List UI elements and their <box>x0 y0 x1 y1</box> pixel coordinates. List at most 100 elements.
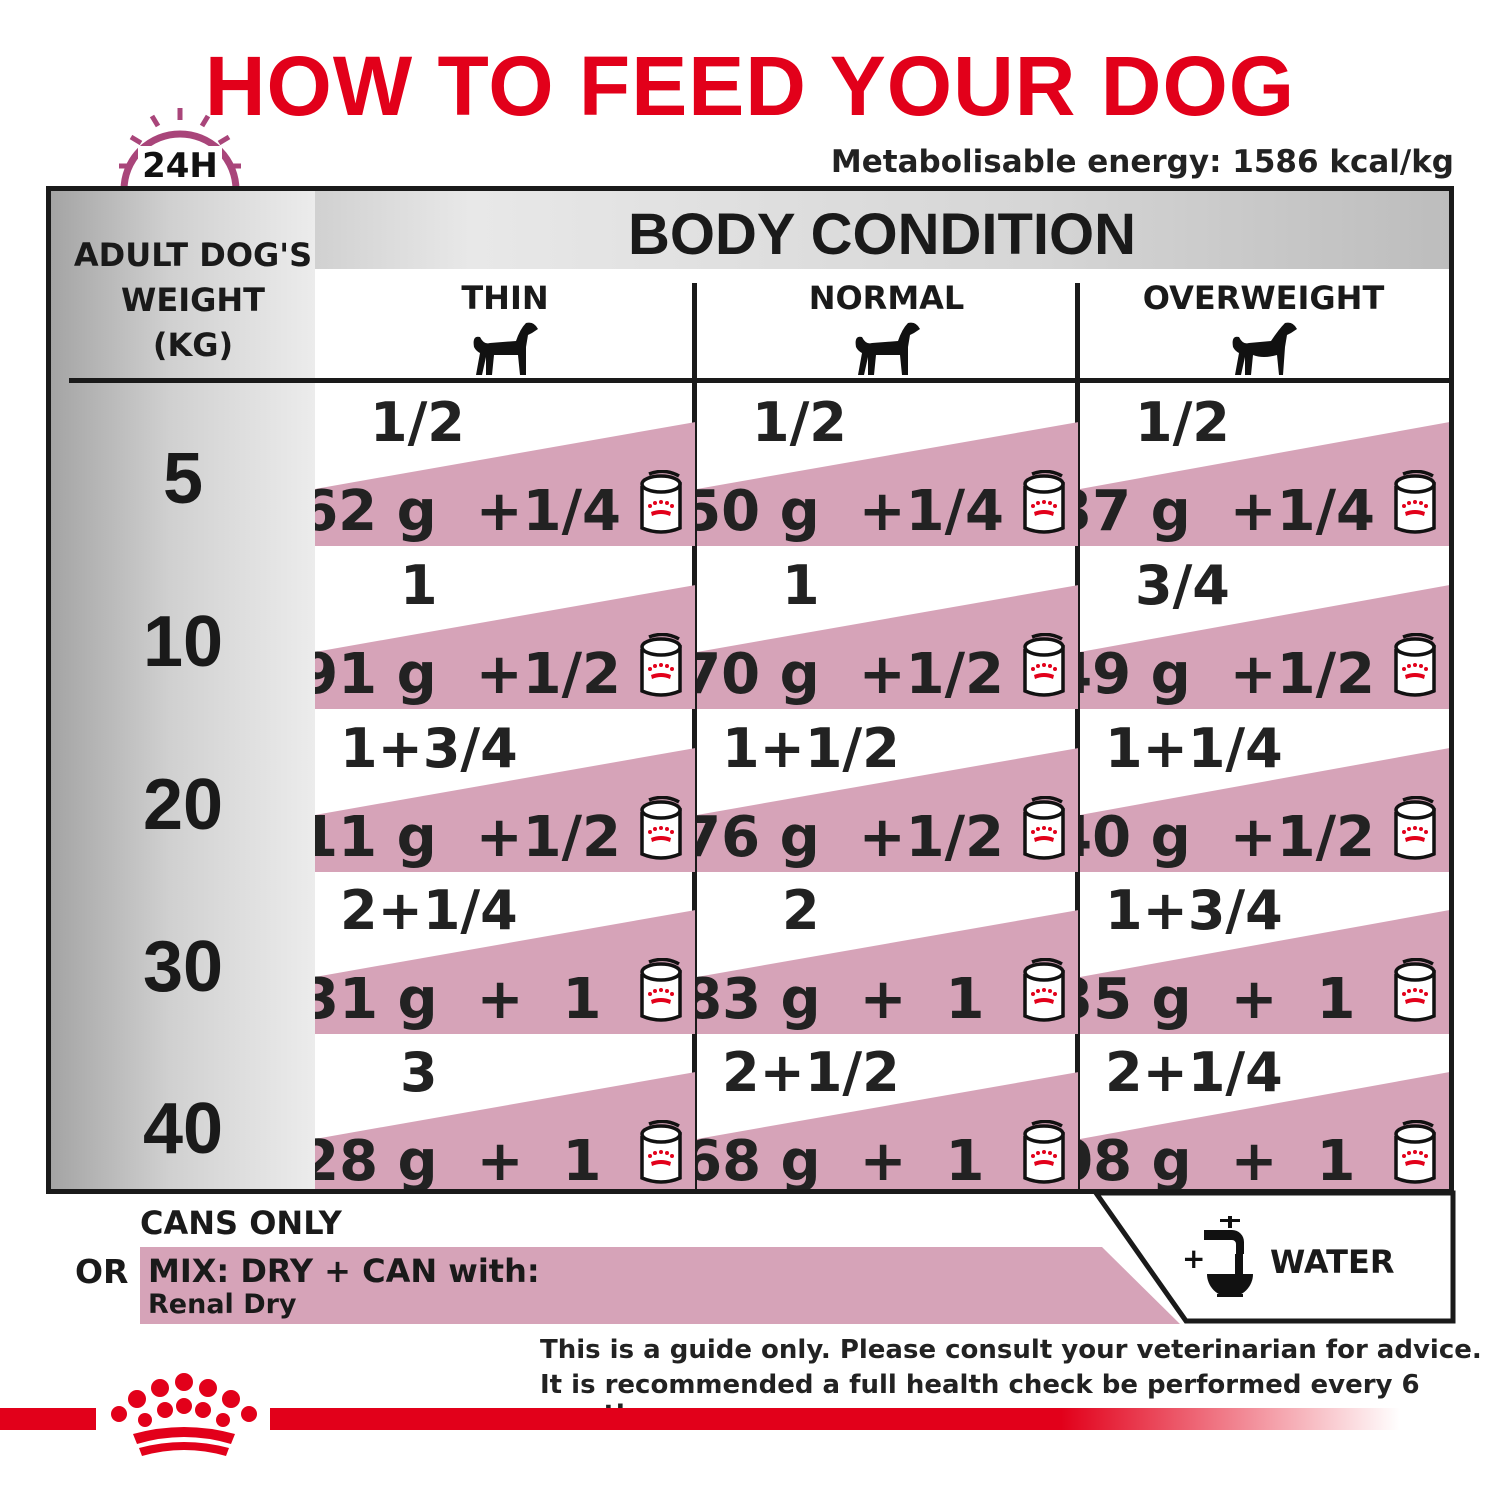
wet-amount: 208 g + 1 <box>1080 1129 1356 1194</box>
weight-label: ADULT DOG'S WEIGHT (KG) <box>51 233 335 368</box>
weight-value: 5 <box>162 439 204 519</box>
weight-column <box>51 191 315 1189</box>
feeding-cell: 3 328 g + 1 <box>315 1033 695 1194</box>
wet-amount: 49 g +1/2 <box>1080 642 1375 707</box>
can-icon <box>640 1120 682 1184</box>
wet-amount: 176 g +1/2 <box>697 805 1004 870</box>
plus-sign: + <box>1182 1242 1205 1275</box>
or-label: OR <box>75 1252 129 1291</box>
weight-value: 40 <box>142 1089 224 1169</box>
mix-label: MIX: DRY + CAN with: <box>148 1252 540 1290</box>
water-label: WATER <box>1270 1243 1395 1281</box>
column-header-normal: NORMAL <box>695 279 1078 385</box>
weight-value: 10 <box>142 602 224 682</box>
feeding-cell: 2+1/2 268 g + 1 <box>697 1033 1078 1194</box>
dry-amount: 1/2 <box>370 391 465 454</box>
wet-amount: 268 g + 1 <box>697 1129 985 1194</box>
feeding-table: BODY CONDITION ADULT DOG'S WEIGHT (KG) T… <box>46 186 1454 1194</box>
dry-amount: 1 <box>400 554 438 617</box>
dog-silhouette-icon <box>855 322 920 375</box>
can-icon <box>1394 633 1436 697</box>
wet-amount: 328 g + 1 <box>315 1129 602 1194</box>
weight-label-line: WEIGHT <box>121 281 265 319</box>
can-icon <box>1023 470 1065 534</box>
header-divider <box>69 378 1449 383</box>
can-icon <box>1394 470 1436 534</box>
column-label: NORMAL <box>808 279 965 317</box>
weight-label-line: (KG) <box>152 326 234 364</box>
can-icon <box>640 796 682 860</box>
clock-label: 24H <box>142 146 218 186</box>
can-icon <box>1394 958 1436 1022</box>
can-icon <box>640 958 682 1022</box>
dry-amount: 1 <box>782 554 820 617</box>
mix-band <box>140 1247 1180 1324</box>
dry-amount: 3 <box>400 1041 438 1104</box>
dry-amount: 1+1/4 <box>1105 717 1283 780</box>
feeding-cell: 2+1/4 208 g + 1 <box>1080 1033 1449 1194</box>
dry-amount: 1/2 <box>1135 391 1230 454</box>
can-icon <box>1023 1120 1065 1184</box>
dog-silhouette-icon <box>1232 322 1297 375</box>
brand-line <box>0 1408 96 1430</box>
column-label: OVERWEIGHT <box>1142 279 1385 317</box>
metabolisable-energy: Metabolisable energy: 1586 kcal/kg <box>830 144 1454 180</box>
weight-value: 20 <box>142 765 224 845</box>
can-icon <box>1023 796 1065 860</box>
wet-amount: 62 g +1/4 <box>315 479 621 544</box>
dry-amount: 1+1/2 <box>722 717 900 780</box>
wet-amount: 70 g +1/2 <box>697 642 1004 707</box>
wet-amount: 231 g + 1 <box>315 967 602 1032</box>
dry-amount: 1+3/4 <box>340 717 518 780</box>
can-icon <box>1394 796 1436 860</box>
column-header-overweight: OVERWEIGHT <box>1078 279 1449 385</box>
wet-amount: 140 g +1/2 <box>1080 805 1375 870</box>
feeding-cell: 3/4 49 g +1/2 <box>1080 546 1449 709</box>
royal-canin-crown-logo <box>111 1373 257 1456</box>
wet-amount: 135 g + 1 <box>1080 967 1356 1032</box>
dry-amount: 1+3/4 <box>1105 879 1283 942</box>
wet-amount: 183 g + 1 <box>697 967 985 1032</box>
column-header-thin: THIN <box>315 279 695 385</box>
column-label: THIN <box>461 279 549 317</box>
dry-amount: 1/2 <box>752 391 847 454</box>
feeding-cell: 1+3/4 211 g +1/2 <box>315 709 695 872</box>
can-icon <box>640 633 682 697</box>
page-title: HOW TO FEED YOUR DOG <box>204 39 1296 133</box>
can-icon <box>640 470 682 534</box>
can-icon <box>1023 633 1065 697</box>
feeding-cell: 1/2 50 g +1/4 <box>697 383 1078 546</box>
cans-only-label: CANS ONLY <box>140 1204 342 1242</box>
water-box: + <box>1092 1190 1456 1324</box>
wet-amount: 211 g +1/2 <box>315 805 621 870</box>
feeding-cell: 1 70 g +1/2 <box>697 546 1078 709</box>
weight-label-line: ADULT DOG'S <box>73 236 313 274</box>
feeding-cell: 1+1/2 176 g +1/2 <box>697 709 1078 872</box>
wet-amount: 37 g +1/4 <box>1080 479 1375 544</box>
weight-value: 30 <box>142 927 224 1007</box>
column-divider <box>1075 283 1080 1189</box>
feeding-cell: 1/2 37 g +1/4 <box>1080 383 1449 546</box>
dry-amount: 2+1/2 <box>722 1041 900 1104</box>
can-icon <box>1394 1120 1436 1184</box>
body-condition-header: BODY CONDITION <box>627 202 1137 267</box>
wet-amount: 91 g +1/2 <box>315 642 621 707</box>
dog-silhouette-icon <box>473 322 538 375</box>
brand-line <box>270 1408 1400 1430</box>
can-icon <box>1023 958 1065 1022</box>
feeding-cell: 1 91 g +1/2 <box>315 546 695 709</box>
dry-amount: 2+1/4 <box>340 879 518 942</box>
product-name: Renal Dry <box>148 1289 297 1320</box>
disclaimer: This is a guide only. Please consult you… <box>540 1335 1482 1365</box>
column-divider <box>692 283 697 1189</box>
dry-amount: 2+1/4 <box>1105 1041 1283 1104</box>
feeding-cell: 2+1/4 231 g + 1 <box>315 871 695 1034</box>
feeding-cell: 1/2 62 g +1/4 <box>315 383 695 546</box>
feeding-cell: 2 183 g + 1 <box>697 871 1078 1034</box>
feeding-cell: 1+3/4 135 g + 1 <box>1080 871 1449 1034</box>
wet-amount: 50 g +1/4 <box>697 479 1004 544</box>
feeding-cell: 1+1/4 140 g +1/2 <box>1080 709 1449 872</box>
tap-bowl-icon <box>1204 1216 1253 1297</box>
dry-amount: 2 <box>782 879 820 942</box>
clock-24h-icon: 24H <box>119 108 241 190</box>
